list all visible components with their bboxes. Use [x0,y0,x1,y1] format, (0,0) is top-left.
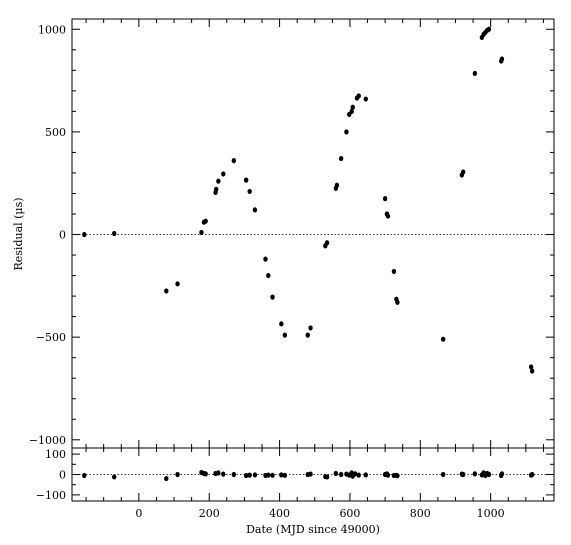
data-point [247,472,252,478]
data-point [252,472,258,478]
data-point [263,256,268,262]
data-point [216,178,221,184]
data-point [308,471,313,477]
data-point [199,229,204,236]
data-point [282,472,288,478]
data-point [486,26,492,32]
x-axis-tick-labels: 0 200 400 600 800 1000 [135,507,504,520]
data-point [243,472,249,479]
data-point [353,471,358,477]
x-tick-label: 200 [199,507,220,520]
data-point [385,213,391,219]
data-point [440,336,446,342]
data-point [395,473,400,479]
data-point [164,288,169,294]
data-point [270,294,275,300]
data-point [82,231,87,238]
data-point [529,471,535,478]
post-fit-residual-panel: 100 0 −100 [36,447,555,502]
y-tick-label: 100 [45,448,66,461]
data-point [266,472,271,478]
data-point [338,471,344,478]
x-tick-label: 400 [269,507,290,520]
data-point [203,218,208,224]
data-point [221,171,226,177]
data-point [308,325,313,331]
data-point [112,230,117,237]
panel-frame [71,18,555,449]
data-point [472,70,478,76]
y-tick-label: −100 [36,489,66,502]
data-point [529,368,535,374]
data-point [216,470,221,476]
data-point [499,471,505,477]
data-point [266,272,271,279]
data-point [382,196,388,202]
data-point [338,155,344,162]
x-tick-label: 0 [135,507,142,520]
data-point [499,56,505,62]
data-point [363,96,368,102]
data-point [350,104,355,110]
data-point [221,471,226,477]
data-point [472,471,478,477]
y-tick-label: −1000 [29,434,66,447]
data-point [231,471,237,478]
data-point [391,268,397,275]
y-axis-title: Residual (μs) [12,197,25,270]
data-point [279,321,284,327]
data-point [214,186,219,192]
data-point [282,332,288,338]
y-tick-label: 500 [45,126,66,139]
data-point [334,182,340,188]
data-point [440,471,446,478]
data-point [461,169,466,175]
data-point [175,281,180,287]
data-point [461,471,466,478]
data-point [175,471,180,478]
data-point [243,177,249,183]
data-point [324,240,330,246]
data-point [203,471,208,477]
data-point [324,474,330,480]
y-tick-label: −500 [36,331,66,344]
data-point [349,108,354,114]
data-point [305,332,310,338]
x-axis-title: Date (MJD since 49000) [246,523,380,536]
data-point [279,472,284,478]
data-point [344,129,349,135]
data-point [252,207,258,213]
data-point [333,470,339,477]
y-tick-label: 0 [59,469,66,482]
data-point [356,93,361,99]
data-point [112,474,117,480]
data-point [363,472,368,478]
data-point [247,188,252,195]
data-point [164,475,169,482]
y-tick-label: 1000 [38,23,66,36]
y-tick-label: 0 [59,229,66,242]
data-point [270,472,275,478]
data-point [528,364,534,370]
x-tick-label: 800 [410,507,431,520]
x-tick-label: 600 [339,507,360,520]
data-point [82,472,87,479]
data-point [231,158,237,164]
data-point [356,472,361,478]
data-point [395,299,400,305]
main-residual-panel: 1000 500 0 −500 −1000 [29,18,555,449]
x-tick-label: 1000 [477,507,505,520]
data-point [385,472,391,478]
data-point [486,471,492,478]
